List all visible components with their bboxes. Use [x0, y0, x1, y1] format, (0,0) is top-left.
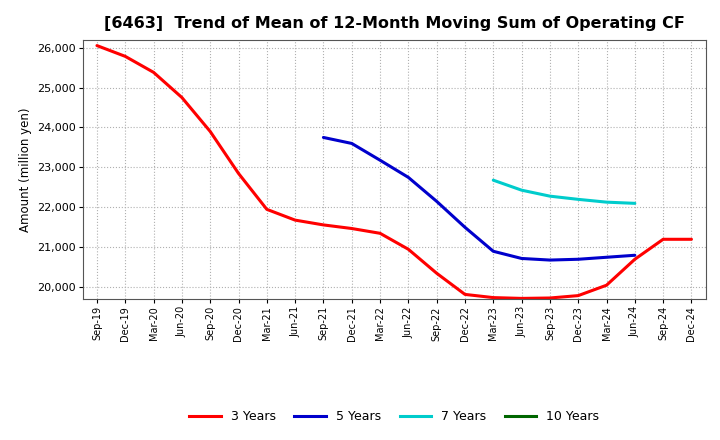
Y-axis label: Amount (million yen): Amount (million yen) — [19, 107, 32, 231]
Legend: 3 Years, 5 Years, 7 Years, 10 Years: 3 Years, 5 Years, 7 Years, 10 Years — [184, 405, 604, 428]
Title: [6463]  Trend of Mean of 12-Month Moving Sum of Operating CF: [6463] Trend of Mean of 12-Month Moving … — [104, 16, 685, 32]
